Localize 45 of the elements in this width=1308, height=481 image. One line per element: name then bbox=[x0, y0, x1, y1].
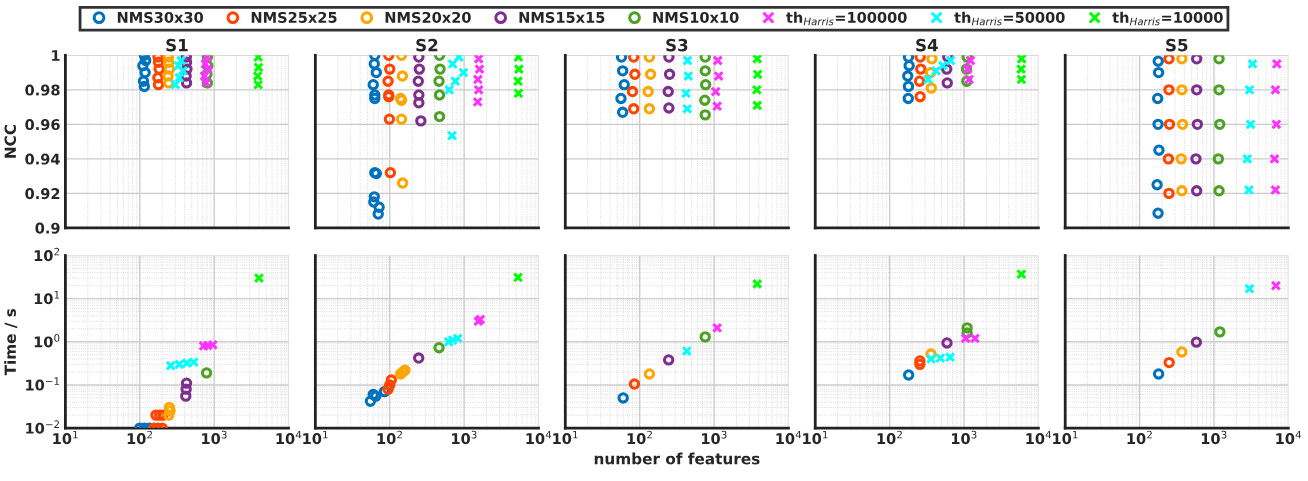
legend-label: NMS15x15 bbox=[519, 11, 605, 23]
x-tick-label: 10$^{1}$ bbox=[553, 430, 578, 445]
x-tick-label: 10$^{4}$ bbox=[526, 430, 552, 445]
legend-label: NMS30x30 bbox=[117, 11, 204, 23]
x-tick-label: 10$^{3}$ bbox=[1201, 430, 1227, 445]
x-tick-label: 10$^{2}$ bbox=[627, 430, 652, 445]
x-tick-label: 10$^{2}$ bbox=[1127, 430, 1152, 445]
x-tick-label: 10$^{2}$ bbox=[877, 430, 902, 445]
x-tick-label: 10$^{3}$ bbox=[702, 430, 727, 445]
y-tick-label: 0.96 bbox=[25, 119, 60, 131]
legend-label: NMS20x20 bbox=[385, 11, 471, 23]
x-tick-label: 10$^{3}$ bbox=[951, 430, 977, 445]
x-tick-label: 10$^{1}$ bbox=[1053, 430, 1078, 445]
y-tick-label: 10$^{2}$ bbox=[34, 247, 60, 262]
x-axis-title: number of features bbox=[594, 452, 760, 465]
y-tick-label: 10$^{0}$ bbox=[34, 334, 60, 348]
chart-title: S3 bbox=[666, 38, 688, 52]
x-tick-label: 10$^{2}$ bbox=[377, 430, 402, 445]
x-tick-label: 10$^{1}$ bbox=[303, 430, 328, 445]
y-tick-label: 0.92 bbox=[25, 188, 60, 200]
y-tick-label: 10$^{−1}$ bbox=[26, 377, 60, 391]
legend-label: th$_{Harris}$=100000 bbox=[786, 11, 907, 26]
legend-label: NMS25x25 bbox=[251, 11, 337, 23]
x-tick-label: 10$^{1}$ bbox=[803, 430, 828, 445]
x-tick-label: 10$^{3}$ bbox=[202, 430, 227, 445]
x-tick-label: 10$^{2}$ bbox=[127, 430, 152, 445]
legend-label: NMS10x10 bbox=[653, 11, 739, 23]
chart-title: S2 bbox=[416, 38, 438, 52]
x-tick-label: 10$^{4}$ bbox=[1276, 430, 1302, 445]
x-tick-label: 10$^{4}$ bbox=[276, 430, 302, 445]
chart-title: S5 bbox=[1166, 38, 1188, 52]
y-tick-label: 0.98 bbox=[25, 84, 60, 96]
y-tick-label: 0.94 bbox=[25, 153, 60, 165]
x-tick-label: 10$^{4}$ bbox=[1026, 430, 1052, 445]
legend-label: th$_{Harris}$=50000 bbox=[954, 11, 1065, 26]
y-axis-title: NCC bbox=[4, 124, 17, 158]
x-tick-label: 10$^{4}$ bbox=[776, 430, 802, 445]
chart-title: S1 bbox=[166, 38, 188, 52]
y-axis-title: Time / s bbox=[4, 308, 18, 376]
x-tick-label: 10$^{3}$ bbox=[452, 430, 477, 445]
y-tick-label: 1 bbox=[52, 50, 60, 61]
y-tick-label: 10$^{1}$ bbox=[34, 291, 60, 305]
chart-title: S4 bbox=[916, 38, 938, 52]
legend-label: th$_{Harris}$=10000 bbox=[1112, 11, 1223, 26]
y-tick-label: 0.9 bbox=[35, 222, 60, 234]
